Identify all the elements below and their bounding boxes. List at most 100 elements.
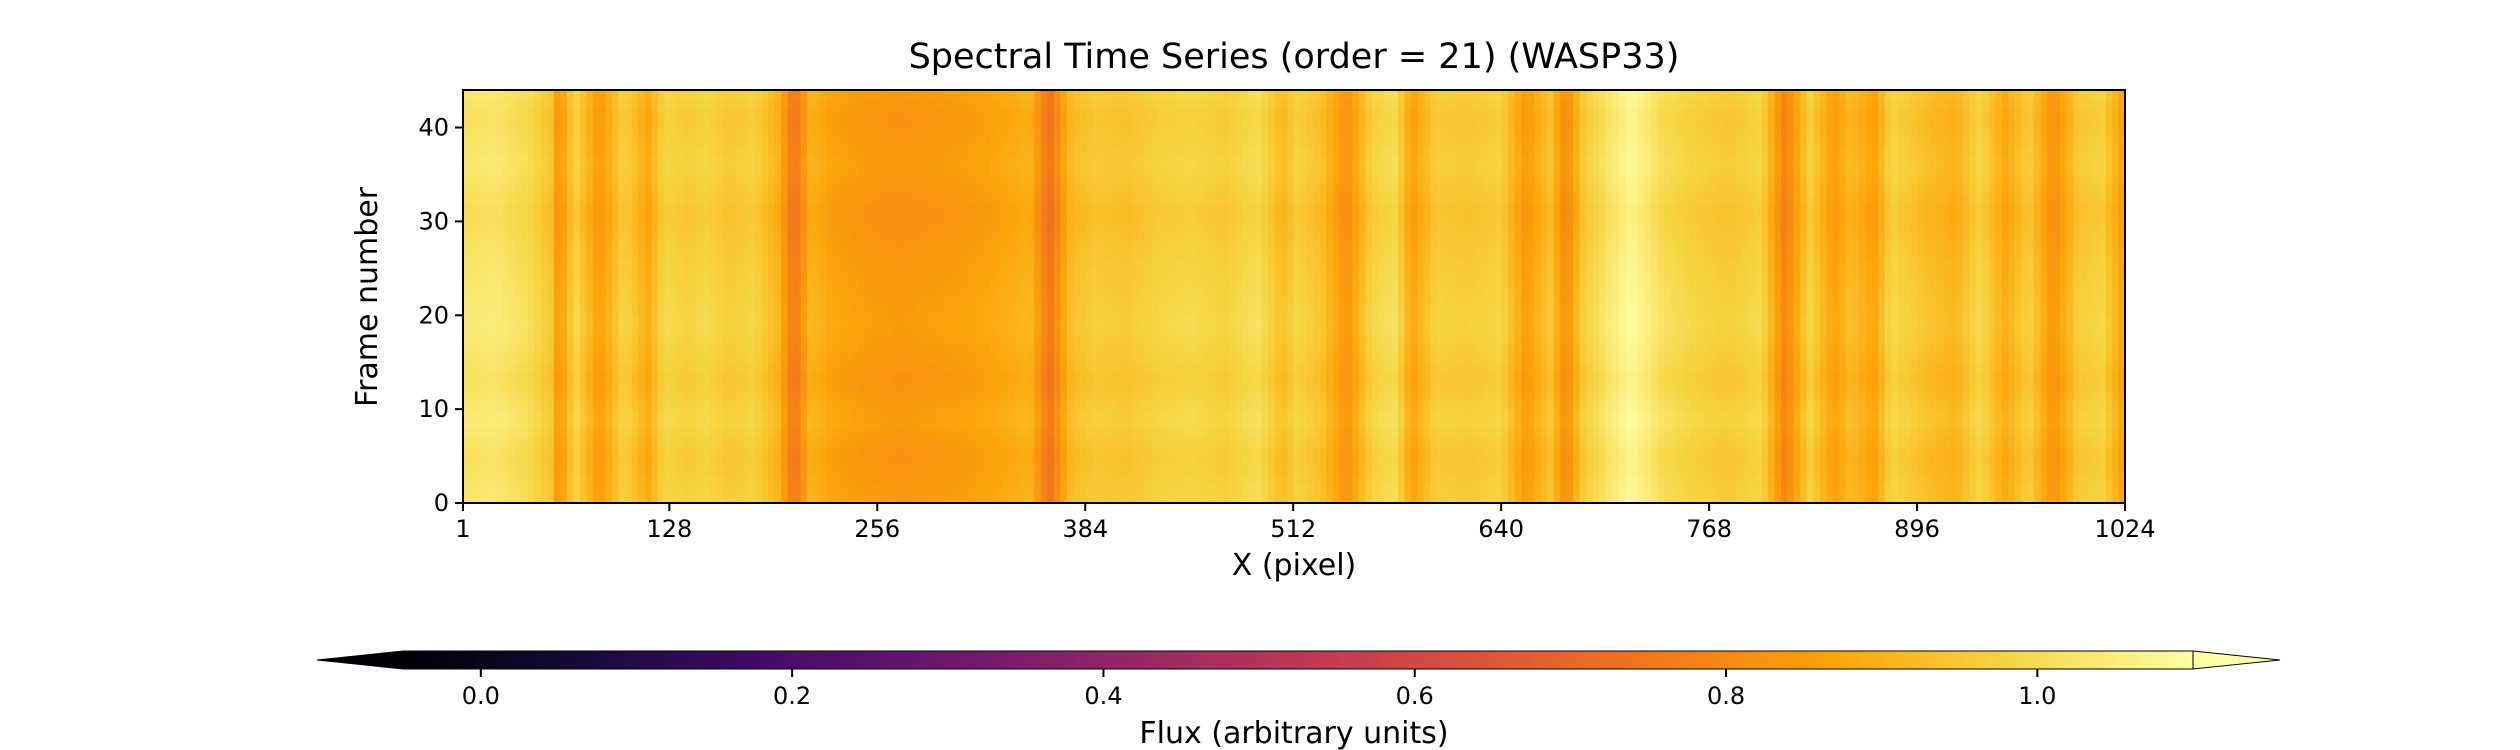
- heatmap-cell: [1268, 484, 1276, 495]
- heatmap-cell: [1514, 493, 1522, 503]
- heatmap-cell: [1092, 343, 1100, 354]
- heatmap-cell: [768, 465, 776, 476]
- heatmap-cell: [1008, 380, 1016, 391]
- heatmap-cell: [618, 465, 626, 476]
- heatmap-cell: [813, 352, 821, 363]
- heatmap-cell: [1488, 399, 1496, 410]
- heatmap-cell: [1469, 390, 1477, 401]
- heatmap-cell: [1248, 380, 1256, 391]
- heatmap-cell: [1281, 493, 1289, 503]
- heatmap-cell: [891, 409, 899, 420]
- heatmap-cell: [846, 437, 854, 448]
- heatmap-cell: [1261, 418, 1269, 429]
- heatmap-cell: [566, 399, 574, 410]
- heatmap-cell: [1378, 390, 1386, 401]
- heatmap-cell: [897, 474, 906, 485]
- heatmap-cell: [1501, 362, 1509, 373]
- heatmap-cell: [2073, 343, 2081, 354]
- heatmap-cell: [1644, 399, 1652, 410]
- heatmap-cell: [1183, 399, 1191, 410]
- heatmap-cell: [2118, 456, 2125, 467]
- heatmap-cell: [573, 437, 581, 448]
- heatmap-cell: [1131, 324, 1139, 335]
- heatmap-cell: [1644, 371, 1652, 382]
- heatmap-cell: [729, 399, 737, 410]
- heatmap-cell: [1553, 484, 1561, 495]
- heatmap-cell: [949, 465, 957, 476]
- heatmap-cell: [1222, 493, 1230, 503]
- heatmap-cell: [1300, 362, 1308, 373]
- heatmap-cell: [1229, 493, 1237, 503]
- heatmap-cell: [1897, 352, 1905, 363]
- heatmap-cell: [891, 446, 899, 457]
- heatmap-cell: [508, 456, 516, 467]
- heatmap-cell: [2112, 324, 2120, 335]
- heatmap-cell: [547, 427, 555, 438]
- heatmap-cell: [592, 446, 600, 457]
- heatmap-cell: [1118, 484, 1126, 495]
- heatmap-cell: [1131, 484, 1139, 495]
- heatmap-cell: [1371, 493, 1379, 503]
- heatmap-cell: [943, 456, 951, 467]
- heatmap-cell: [1430, 418, 1438, 429]
- heatmap-cell: [1170, 465, 1178, 476]
- heatmap-cell: [573, 399, 581, 410]
- heatmap-cell: [1371, 474, 1379, 485]
- heatmap-cell: [625, 493, 633, 503]
- heatmap-cell: [1891, 446, 1899, 457]
- heatmap-cell: [1164, 399, 1172, 410]
- heatmap-cell: [1917, 362, 1925, 373]
- heatmap-cell: [859, 380, 867, 391]
- heatmap-cell: [677, 493, 685, 503]
- heatmap-cell: [846, 484, 854, 495]
- heatmap-cell: [1229, 437, 1237, 448]
- heatmap-cell: [1105, 390, 1113, 401]
- heatmap-cell: [1767, 390, 1776, 401]
- heatmap-cell: [1573, 446, 1581, 457]
- heatmap-cell: [1664, 399, 1672, 410]
- heatmap-cell: [962, 380, 970, 391]
- heatmap-cell: [514, 474, 523, 485]
- heatmap-cell: [975, 371, 983, 382]
- heatmap-cell: [1780, 493, 1788, 503]
- heatmap-cell: [709, 343, 717, 354]
- heatmap-cell: [1027, 484, 1035, 495]
- heatmap-cell: [1021, 380, 1029, 391]
- heatmap-cell: [794, 343, 802, 354]
- heatmap-cell: [1281, 456, 1289, 467]
- heatmap-cell: [1819, 362, 1827, 373]
- heatmap-cell: [735, 474, 743, 485]
- heatmap-cell: [2040, 352, 2048, 363]
- heatmap-cell: [2021, 343, 2029, 354]
- heatmap-cell: [787, 390, 795, 401]
- heatmap-cell: [501, 380, 510, 391]
- heatmap-cell: [1904, 352, 1912, 363]
- heatmap-cell: [1170, 334, 1178, 345]
- heatmap-cell: [781, 409, 789, 420]
- heatmap-cell: [1423, 324, 1431, 335]
- heatmap-cell: [579, 371, 587, 382]
- heatmap-cell: [605, 465, 613, 476]
- heatmap-cell: [1378, 418, 1386, 429]
- heatmap-cell: [1690, 352, 1698, 363]
- heatmap-cell: [774, 390, 782, 401]
- heatmap-cell: [1034, 474, 1042, 485]
- heatmap-cell: [1884, 334, 1892, 345]
- heatmap-cell: [1086, 465, 1094, 476]
- heatmap-cell: [1151, 343, 1159, 354]
- heatmap-cell: [1216, 437, 1224, 448]
- heatmap-cell: [1670, 437, 1678, 448]
- heatmap-cell: [1865, 334, 1873, 345]
- heatmap-cell: [625, 484, 633, 495]
- heatmap-cell: [1988, 409, 1996, 420]
- heatmap-cell: [1969, 446, 1977, 457]
- heatmap-cell: [1670, 390, 1678, 401]
- heatmap-cell: [1099, 427, 1107, 438]
- heatmap-cell: [677, 409, 685, 420]
- heatmap-cell: [1949, 399, 1957, 410]
- heatmap-cell: [1229, 371, 1237, 382]
- heatmap-cell: [2034, 371, 2042, 382]
- heatmap-cell: [1105, 371, 1113, 382]
- heatmap-cell: [527, 324, 536, 335]
- heatmap-cell: [521, 380, 529, 391]
